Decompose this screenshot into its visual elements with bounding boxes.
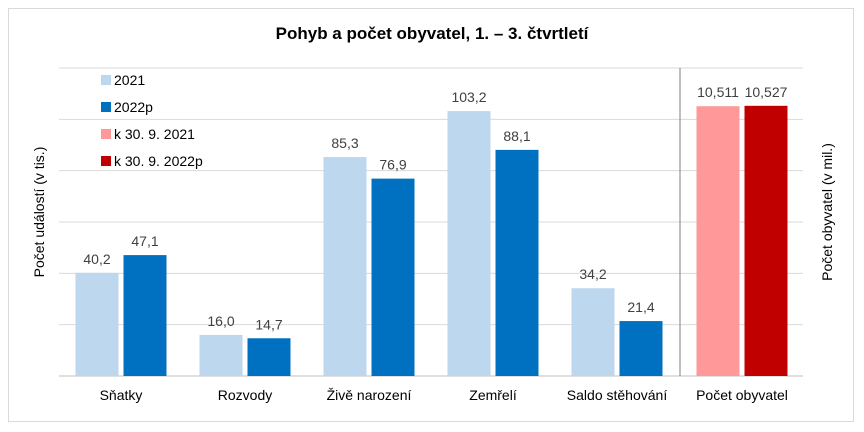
legend-label: k 30. 9. 2021 xyxy=(114,126,195,142)
x-tick-label: Saldo stěhování xyxy=(567,387,668,403)
legend-swatch xyxy=(101,156,111,166)
data-label: 21,4 xyxy=(627,299,654,315)
data-label: 103,2 xyxy=(451,89,486,105)
data-label: 85,3 xyxy=(331,135,358,151)
chart-title: Pohyb a počet obyvatel, 1. – 3. čtvrtlet… xyxy=(275,24,589,43)
data-label: 40,2 xyxy=(83,251,110,267)
bar xyxy=(323,157,367,376)
y-axis-label-left: Počet událostí (v tis.) xyxy=(31,147,47,278)
legend-swatch xyxy=(101,129,111,139)
legend-label: 2022p xyxy=(114,99,153,115)
x-tick-label: Rozvody xyxy=(218,387,272,403)
data-label: 76,9 xyxy=(379,157,406,173)
bar-population xyxy=(696,106,740,377)
data-label: 14,7 xyxy=(255,316,282,332)
data-label: 16,0 xyxy=(207,313,234,329)
bar xyxy=(199,334,243,376)
bar xyxy=(447,111,491,377)
x-tick-label: Zemřelí xyxy=(469,387,517,403)
legend-swatch xyxy=(101,102,111,112)
bar xyxy=(495,149,539,376)
y-axis-label-right: Počet obyvatel (v mil.) xyxy=(819,143,835,281)
category-labels: Sňatky Rozvody Živě narození Zemřelí Saldo s… xyxy=(100,387,788,403)
data-label: 10,511 xyxy=(697,84,739,100)
bars xyxy=(75,105,788,377)
bar-population xyxy=(744,105,788,376)
data-label: 47,1 xyxy=(131,233,158,249)
x-tick-label: Živě narození xyxy=(327,387,412,403)
legend-label: k 30. 9. 2022p xyxy=(114,153,203,169)
data-labels: 40,2 47,1 16,0 14,7 85,3 76,9 103,2 88,1 34,2 21,… xyxy=(83,84,787,332)
bar xyxy=(75,272,119,376)
data-label: 88,1 xyxy=(503,128,530,144)
legend-swatch xyxy=(101,75,111,85)
x-tick-label: Počet obyvatel xyxy=(696,387,788,403)
legend-label: 2021 xyxy=(114,72,145,88)
bar xyxy=(247,338,291,376)
bar xyxy=(619,321,663,376)
data-label: 10,527 xyxy=(745,84,788,100)
x-tick-label: Sňatky xyxy=(100,387,143,403)
bar xyxy=(123,255,167,376)
gridlines xyxy=(59,67,803,377)
bar xyxy=(571,288,615,376)
data-label: 34,2 xyxy=(579,266,606,282)
bar xyxy=(371,178,415,376)
legend: 2021 2022p k 30. 9. 2021 k 30. 9. 2022p xyxy=(101,72,203,169)
